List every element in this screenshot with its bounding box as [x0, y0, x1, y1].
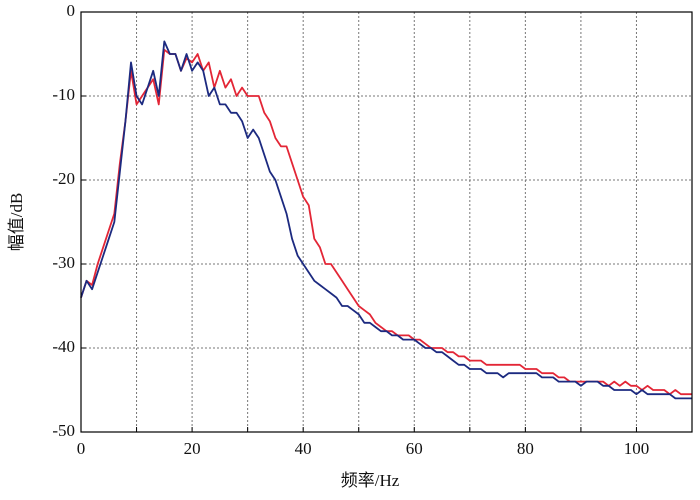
- x-tick-label: 0: [77, 439, 86, 458]
- y-tick-label: -10: [52, 85, 75, 104]
- y-axis-label: 幅值/dB: [7, 193, 26, 252]
- plot-frame: [80, 11, 693, 433]
- x-axis-label: 频率/Hz: [341, 471, 400, 490]
- y-tick-label: -40: [52, 337, 75, 356]
- series-line: [80, 48, 692, 396]
- y-tick-label: -20: [52, 169, 75, 188]
- y-tick-label: -50: [52, 421, 75, 440]
- y-tick-label: -30: [52, 253, 75, 272]
- x-tick-label: 40: [295, 439, 312, 458]
- y-tick-label: 0: [67, 1, 76, 20]
- x-tick-label: 60: [406, 439, 423, 458]
- x-tick-label: 80: [517, 439, 534, 458]
- x-tick-label: 100: [624, 439, 650, 458]
- series-line: [80, 40, 692, 400]
- x-tick-label: 20: [184, 439, 201, 458]
